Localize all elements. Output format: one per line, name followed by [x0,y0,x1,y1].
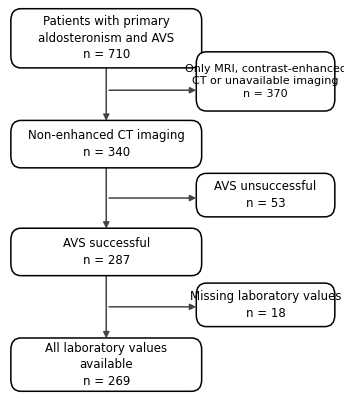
Text: Non-enhanced CT imaging
n = 340: Non-enhanced CT imaging n = 340 [28,129,185,159]
Text: AVS successful
n = 287: AVS successful n = 287 [63,237,150,267]
Text: All laboratory values
available
n = 269: All laboratory values available n = 269 [45,342,167,388]
FancyBboxPatch shape [11,9,202,68]
FancyBboxPatch shape [11,338,202,391]
FancyBboxPatch shape [196,173,335,217]
FancyBboxPatch shape [196,52,335,111]
FancyBboxPatch shape [196,283,335,327]
FancyBboxPatch shape [11,120,202,168]
Text: Missing laboratory values
n = 18: Missing laboratory values n = 18 [190,290,341,320]
Text: Patients with primary
aldosteronism and AVS
n = 710: Patients with primary aldosteronism and … [38,15,174,61]
Text: AVS unsuccessful
n = 53: AVS unsuccessful n = 53 [214,180,317,210]
FancyBboxPatch shape [11,228,202,276]
Text: Only MRI, contrast-enhanced
CT or unavailable imaging
n = 370: Only MRI, contrast-enhanced CT or unavai… [184,64,344,99]
